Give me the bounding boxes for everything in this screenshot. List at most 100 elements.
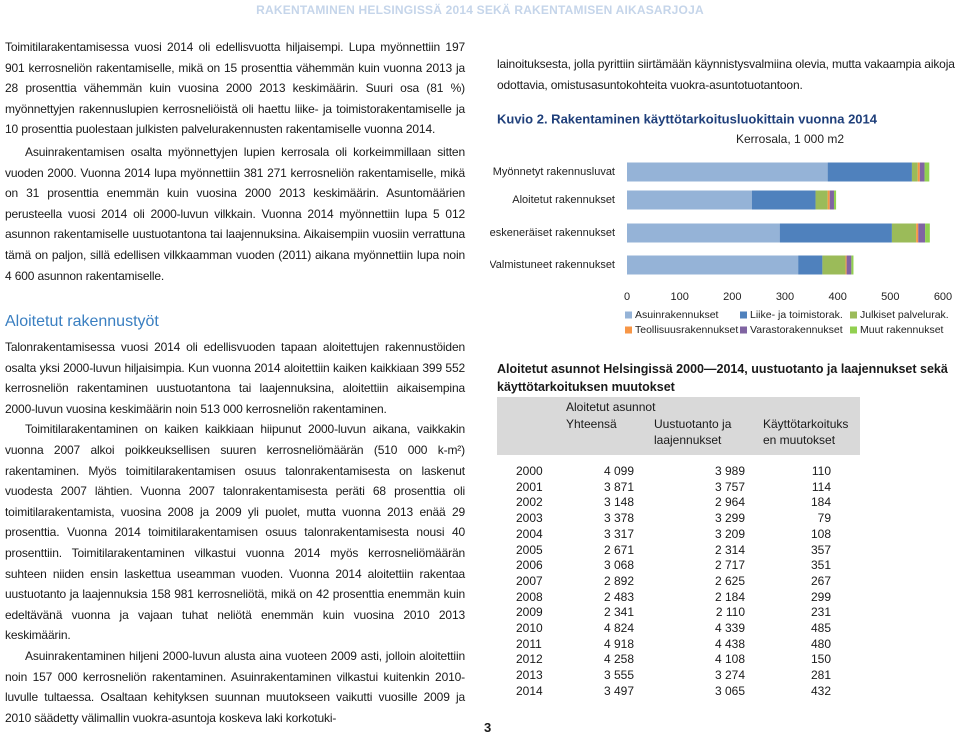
- row-label: 2009: [516, 605, 543, 620]
- table-cell: 2 314: [714, 542, 745, 557]
- table-title: Aloitetut asunnot Helsingissä 2000—2014,…: [497, 362, 948, 394]
- table-cell: 4 438: [714, 636, 745, 651]
- x-tick-label: 0: [624, 291, 630, 303]
- table-cell: 4 099: [603, 464, 634, 478]
- table-cell: 2 892: [603, 573, 634, 588]
- table-cell: 3 555: [603, 668, 634, 683]
- bar-segment: [827, 162, 912, 182]
- table-cell: 3 497: [603, 683, 634, 698]
- bar-segment: [919, 162, 925, 182]
- bar-segment: [917, 162, 920, 182]
- legend-label: Varastorakennukset: [750, 324, 843, 336]
- x-tick-label: 500: [881, 291, 899, 303]
- bar-segment: [779, 223, 892, 243]
- table-cell: 3 989: [714, 464, 745, 478]
- chart: Kuvio 2. Rakentaminen käyttötarkoitusluo…: [490, 111, 952, 336]
- x-tick-label: 300: [776, 291, 794, 303]
- table-cell: 3 274: [714, 668, 745, 683]
- table-cell: 108: [810, 526, 831, 541]
- running-header: RAKENTAMINEN HELSINGISSÄ 2014 SEKÄ RAKEN…: [256, 3, 704, 17]
- x-tick-label: 200: [723, 291, 741, 303]
- table-cell: 110: [811, 464, 831, 478]
- row-label: 2005: [516, 542, 543, 557]
- bar-segment: [851, 255, 854, 275]
- bar-segment: [815, 190, 828, 210]
- paragraph: Asuinrakentamisen osalta myönnettyjen lu…: [5, 144, 465, 283]
- row-label: 2006: [516, 558, 543, 573]
- legend-swatch: [625, 326, 632, 334]
- table-cell: 150: [810, 652, 831, 667]
- left-column-bottom: Talonrakentamisessa vuosi 2014 oli edell…: [5, 337, 465, 728]
- row-label: 2002: [516, 495, 543, 510]
- column-header: Uustuotanto ja laajennukset: [654, 417, 732, 447]
- bar-segment: [798, 255, 823, 275]
- table-cell: 299: [810, 589, 831, 604]
- legend-label: Liike- ja toimistorak.: [750, 309, 843, 321]
- column-header: Käyttötarkoituksen muutokset: [763, 417, 849, 447]
- table-cell: 184: [810, 495, 831, 510]
- table-cell: 114: [811, 479, 831, 494]
- bar-segment: [916, 223, 919, 243]
- table-cell: 267: [810, 573, 831, 588]
- section-heading: Aloitetut rakennustyöt: [5, 313, 159, 330]
- left-column: Toimitilarakentamisessa vuosi 2014 oli e…: [5, 37, 465, 286]
- row-label: 2001: [516, 479, 543, 494]
- paragraph: Toimitilarakentamisessa vuosi 2014 oli e…: [5, 40, 465, 137]
- bar-segment: [918, 223, 926, 243]
- table-cell: 281: [810, 668, 831, 683]
- row-label: 2007: [516, 573, 543, 588]
- row-label: 2004: [516, 526, 543, 541]
- bar-segment: [829, 190, 834, 210]
- table-cell: 3 757: [714, 479, 745, 494]
- table-cell: 3 317: [603, 526, 634, 541]
- right-column: lainoituksesta, jolla pyrittiin siirtämä…: [497, 54, 958, 95]
- bar-segment: [846, 255, 852, 275]
- x-tick-label: 400: [828, 291, 846, 303]
- table-cell: 2 717: [714, 558, 745, 573]
- table-cell: 2 964: [714, 495, 745, 510]
- bar-segment: [827, 190, 830, 210]
- bar-segment: [925, 223, 930, 243]
- row-label: 2011: [516, 636, 542, 651]
- category-label: Myönnetyt rakennusluvat: [493, 166, 615, 178]
- table-cell: 2 625: [714, 573, 745, 588]
- legend-label: Asuinrakennukset: [635, 309, 719, 321]
- table-cell: 4 258: [603, 652, 634, 667]
- legend-label: Julkiset palvelurak.: [860, 309, 949, 321]
- paragraph: Asuinrakentaminen hiljeni 2000-luvun alu…: [5, 648, 465, 725]
- page-number: 3: [484, 720, 492, 735]
- bar-segment: [627, 190, 752, 210]
- category-label: Keskeneräiset rakennukset: [490, 227, 615, 239]
- table-cell: 351: [810, 558, 831, 573]
- row-label: 2013: [516, 668, 543, 683]
- table-cell: 357: [810, 542, 831, 557]
- bar-segment: [845, 255, 847, 275]
- chart-title: Kuvio 2. Rakentaminen käyttötarkoitusluo…: [497, 111, 878, 126]
- table-cell: 2 184: [714, 589, 745, 604]
- legend-swatch: [850, 311, 857, 319]
- bar-segment: [924, 162, 930, 182]
- bar-segment: [627, 223, 780, 243]
- x-tick-label: 600: [934, 291, 952, 303]
- bar-segment: [627, 162, 828, 182]
- row-label: 2000: [516, 464, 543, 478]
- legend-swatch: [625, 311, 632, 319]
- table-cell: 3 299: [714, 511, 745, 526]
- table: Aloitetut asunnot Helsingissä 2000—2014,…: [497, 360, 960, 700]
- table-group-header: Aloitetut asunnot: [566, 400, 656, 414]
- bar-segment: [627, 255, 799, 275]
- bar-segment: [822, 255, 846, 275]
- chart-subtitle: Kerrosala, 1 000 m2: [736, 132, 844, 146]
- category-label: Aloitetut rakennukset: [512, 194, 615, 206]
- paragraph: Toimitilarakentaminen on kaiken kaikkiaa…: [5, 422, 465, 643]
- table-cell: 2 671: [603, 542, 634, 557]
- table-cell: 4 108: [714, 652, 745, 667]
- table-cell: 3 148: [603, 495, 634, 510]
- table-cell: 79: [817, 511, 831, 526]
- table-header-band: [497, 397, 860, 455]
- table-cell: 432: [810, 683, 831, 698]
- row-label: 2008: [516, 589, 543, 604]
- table-cell: 3 378: [603, 511, 634, 526]
- category-label: Valmistuneet rakennukset: [490, 259, 615, 271]
